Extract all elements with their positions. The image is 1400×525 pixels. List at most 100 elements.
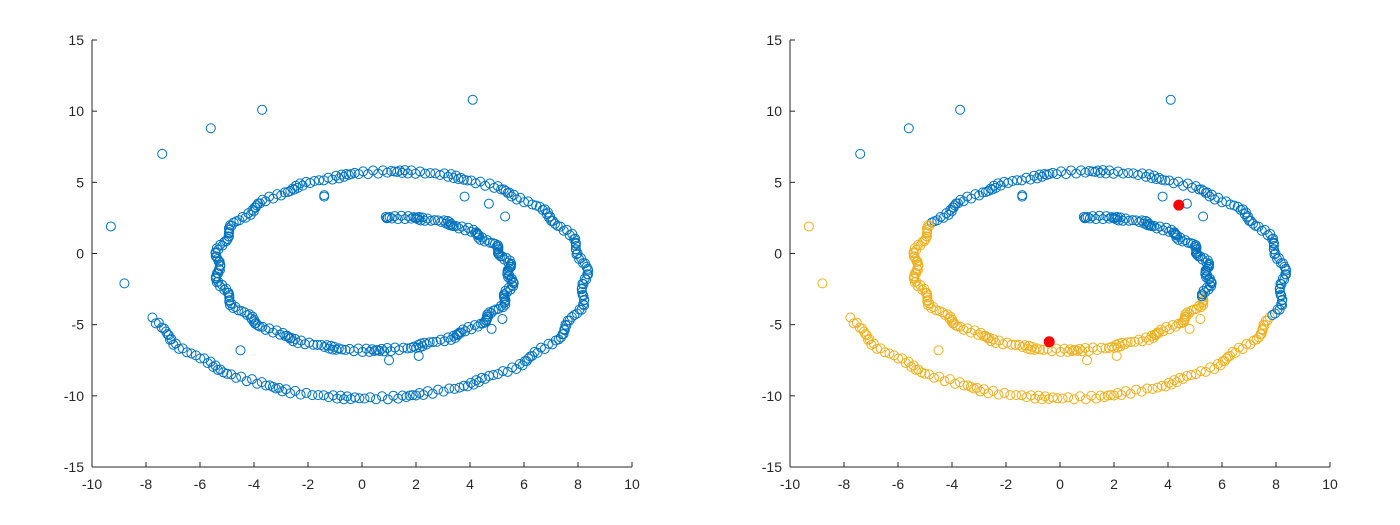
data-point xyxy=(928,372,939,383)
data-point xyxy=(342,391,353,402)
data-point xyxy=(398,342,409,353)
centroid-marker xyxy=(1043,336,1055,348)
data-point xyxy=(153,317,164,328)
data-point xyxy=(958,380,969,391)
y-tick-label: -10 xyxy=(64,388,84,404)
data-point xyxy=(994,335,1005,346)
data-point xyxy=(500,185,511,196)
data-point xyxy=(1168,227,1179,238)
data-point xyxy=(458,380,469,391)
data-point xyxy=(314,175,325,186)
data-point xyxy=(1078,211,1089,222)
outlier-point xyxy=(1184,323,1195,334)
data-point xyxy=(296,335,307,346)
data-point xyxy=(561,320,572,331)
data-point xyxy=(1014,339,1025,350)
data-point xyxy=(999,387,1010,398)
data-point xyxy=(455,327,466,338)
data-point xyxy=(1034,344,1045,355)
data-point xyxy=(1104,165,1115,176)
data-point xyxy=(868,338,879,349)
data-point xyxy=(1156,174,1167,185)
data-point xyxy=(946,206,957,217)
data-point xyxy=(1011,390,1022,401)
data-point xyxy=(297,180,308,191)
centroid-marker xyxy=(1173,199,1185,211)
data-point xyxy=(341,169,352,180)
data-point xyxy=(1244,215,1255,226)
data-point xyxy=(1272,254,1283,265)
outlier-point xyxy=(955,104,966,115)
data-point xyxy=(386,213,397,224)
data-point xyxy=(980,187,991,198)
data-point xyxy=(147,312,158,323)
data-point xyxy=(1281,269,1292,280)
data-point xyxy=(285,388,296,399)
x-tick-label: 0 xyxy=(1056,476,1064,492)
data-point xyxy=(465,377,476,388)
data-point xyxy=(908,247,919,258)
data-point xyxy=(354,393,365,404)
outlier-point xyxy=(257,104,268,115)
data-point xyxy=(159,323,170,334)
x-tick-label: 2 xyxy=(1110,476,1118,492)
data-point xyxy=(389,166,400,177)
data-point xyxy=(279,187,290,198)
data-point xyxy=(252,320,263,331)
data-point xyxy=(1051,169,1062,180)
data-point xyxy=(316,339,327,350)
data-point xyxy=(1149,329,1160,340)
data-point xyxy=(446,169,457,180)
data-point xyxy=(1036,394,1047,405)
data-point xyxy=(397,167,408,178)
outlier-point xyxy=(803,221,814,232)
data-point xyxy=(1182,178,1193,189)
data-point xyxy=(1194,184,1205,195)
data-point xyxy=(1079,213,1090,224)
data-point xyxy=(1209,194,1220,205)
data-point xyxy=(1152,382,1163,393)
x-tick-label: -6 xyxy=(892,476,905,492)
data-point xyxy=(454,382,465,393)
data-point xyxy=(1010,339,1021,350)
data-point xyxy=(559,325,570,336)
data-point xyxy=(254,321,265,332)
data-point xyxy=(195,353,206,364)
data-point xyxy=(463,222,474,233)
data-point xyxy=(577,287,588,298)
data-point xyxy=(332,393,343,404)
data-point xyxy=(947,202,958,213)
x-tick-label: 4 xyxy=(466,476,474,492)
data-point xyxy=(1005,390,1016,401)
data-point xyxy=(1154,221,1165,232)
outlier-point xyxy=(1017,191,1028,202)
data-point xyxy=(1164,175,1175,186)
data-point xyxy=(435,170,446,181)
data-point xyxy=(908,251,919,262)
data-point xyxy=(1066,165,1077,176)
data-point xyxy=(488,370,499,381)
data-point xyxy=(1047,392,1058,403)
data-point xyxy=(403,211,414,222)
x-tick-label: 8 xyxy=(1272,476,1280,492)
data-point xyxy=(428,337,439,348)
x-tick-label: 8 xyxy=(574,476,582,492)
data-point xyxy=(920,368,931,379)
y-tick-label: 0 xyxy=(76,246,84,262)
x-tick-label: 6 xyxy=(520,476,528,492)
data-point xyxy=(934,371,945,382)
y-tick-label: 15 xyxy=(766,32,782,48)
data-point xyxy=(965,381,976,392)
data-point xyxy=(995,180,1006,191)
y-tick-label: 0 xyxy=(774,246,782,262)
data-point xyxy=(438,386,449,397)
outlier-point xyxy=(903,123,914,134)
data-point xyxy=(353,169,364,180)
data-point xyxy=(1080,342,1091,353)
data-point xyxy=(368,165,379,176)
x-tick-label: -2 xyxy=(302,476,315,492)
data-point xyxy=(508,189,519,200)
data-point xyxy=(453,174,464,185)
data-point xyxy=(170,338,181,349)
